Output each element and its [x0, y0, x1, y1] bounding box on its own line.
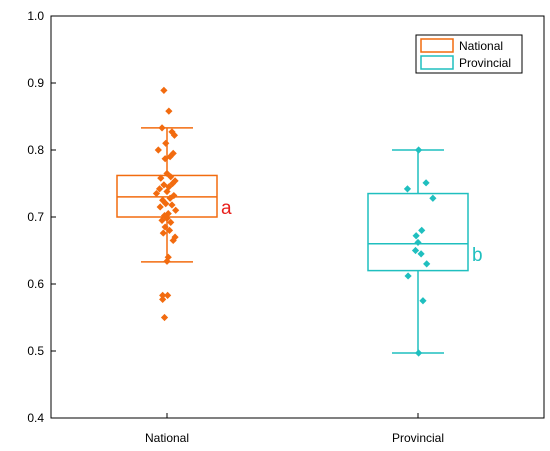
data-point [423, 260, 431, 268]
y-tick-label: 0.7 [27, 210, 44, 224]
data-point [167, 218, 175, 226]
box [367, 192, 469, 272]
data-point [165, 107, 173, 115]
y-axis-ticks: 0.4 0.5 0.6 0.7 0.8 0.9 1.0 [27, 9, 56, 425]
y-tick-label: 0.6 [27, 277, 44, 291]
data-point [160, 86, 168, 94]
data-point [403, 185, 412, 193]
data-point [417, 250, 425, 258]
data-point [161, 223, 169, 231]
legend-swatch-provincial [420, 55, 454, 70]
significance-letter: b [472, 245, 483, 266]
data-point [159, 291, 167, 299]
legend-label-national: National [459, 39, 503, 53]
legend: National Provincial [415, 34, 523, 74]
legend-frame [415, 34, 523, 74]
data-point [415, 349, 423, 357]
x-axis-ticks: National Provincial [145, 413, 444, 445]
data-point [415, 146, 423, 154]
data-point [164, 291, 172, 299]
y-tick-label: 0.5 [27, 344, 44, 358]
y-tick-label: 1.0 [27, 9, 44, 23]
data-point [163, 187, 171, 196]
data-point [155, 185, 164, 193]
data-point [170, 131, 179, 139]
data-point [414, 238, 422, 247]
plot-frame [50, 15, 545, 419]
data-point [412, 232, 420, 240]
significance-letter: a [221, 198, 232, 219]
y-tick-label: 0.4 [27, 411, 44, 425]
data-point [172, 206, 180, 214]
data-point [154, 146, 162, 154]
data-point [152, 189, 161, 198]
data-point [429, 194, 437, 202]
data-point [165, 226, 174, 234]
data-point [159, 229, 167, 237]
legend-swatch-national [420, 38, 454, 53]
data-point [167, 173, 175, 181]
data-point [419, 297, 427, 305]
data-point [162, 200, 170, 208]
x-tick-label: National [145, 431, 189, 445]
legend-label-provincial: Provincial [459, 56, 511, 70]
data-point [158, 124, 166, 132]
data-point [156, 203, 164, 211]
data-point [422, 179, 430, 187]
data-point [158, 216, 166, 224]
data-point [162, 139, 170, 147]
y-tick-label: 0.8 [27, 143, 44, 157]
data-point [169, 236, 177, 245]
data-point [157, 174, 165, 182]
series-provincial: b [367, 146, 483, 357]
data-point [161, 155, 169, 163]
y-tick-label: 0.9 [27, 76, 44, 90]
data-point [411, 246, 420, 255]
x-tick-label: Provincial [392, 431, 444, 445]
data-point [404, 272, 412, 280]
data-point [159, 295, 167, 304]
data-point [166, 194, 174, 202]
data-point [163, 257, 171, 265]
series-national: a [116, 86, 232, 322]
series-layer: ab [116, 86, 483, 357]
data-point [168, 201, 176, 209]
data-point [418, 226, 426, 234]
data-point [160, 313, 169, 322]
